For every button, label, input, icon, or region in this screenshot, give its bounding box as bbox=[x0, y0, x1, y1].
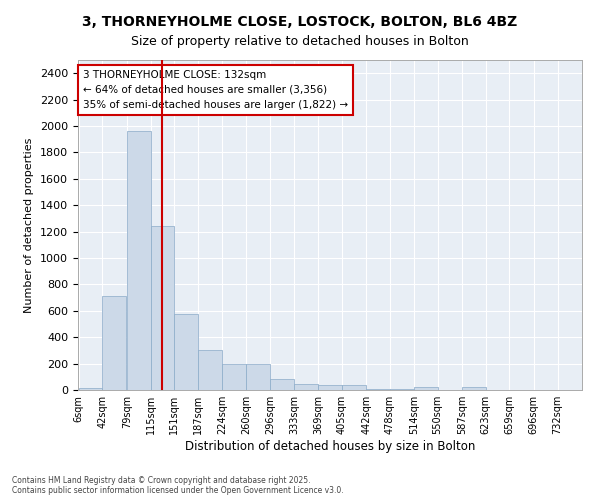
Bar bbox=[103, 296, 126, 390]
Bar bbox=[246, 364, 270, 390]
Text: Contains HM Land Registry data © Crown copyright and database right 2025.
Contai: Contains HM Land Registry data © Crown c… bbox=[12, 476, 344, 495]
Text: 3 THORNEYHOLME CLOSE: 132sqm
← 64% of detached houses are smaller (3,356)
35% of: 3 THORNEYHOLME CLOSE: 132sqm ← 64% of de… bbox=[83, 70, 348, 110]
Bar bbox=[318, 386, 342, 390]
Bar bbox=[151, 226, 175, 390]
Bar bbox=[198, 350, 222, 390]
Bar bbox=[414, 388, 437, 390]
Bar bbox=[462, 388, 485, 390]
Bar bbox=[295, 384, 318, 390]
Bar bbox=[342, 386, 365, 390]
Bar bbox=[127, 132, 151, 390]
X-axis label: Distribution of detached houses by size in Bolton: Distribution of detached houses by size … bbox=[185, 440, 475, 453]
Text: 3, THORNEYHOLME CLOSE, LOSTOCK, BOLTON, BL6 4BZ: 3, THORNEYHOLME CLOSE, LOSTOCK, BOLTON, … bbox=[82, 15, 518, 29]
Y-axis label: Number of detached properties: Number of detached properties bbox=[25, 138, 34, 312]
Bar bbox=[79, 388, 103, 390]
Bar bbox=[270, 379, 294, 390]
Bar bbox=[223, 364, 246, 390]
Bar bbox=[175, 314, 198, 390]
Text: Size of property relative to detached houses in Bolton: Size of property relative to detached ho… bbox=[131, 35, 469, 48]
